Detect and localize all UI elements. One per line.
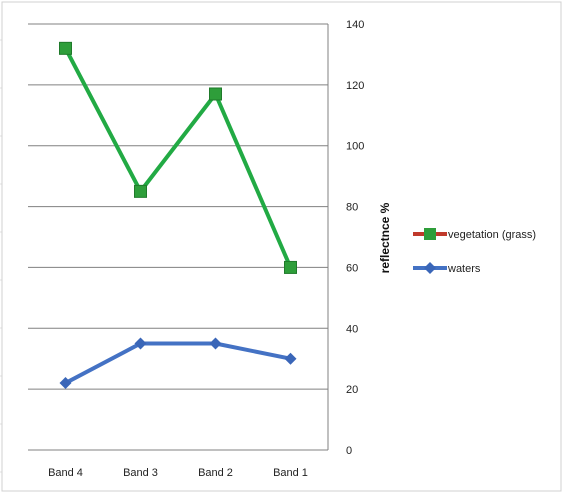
x-category-label: Band 4 (48, 467, 83, 479)
data-point[interactable] (59, 41, 72, 55)
y-tick-label: 120 (346, 80, 364, 92)
data-point[interactable] (284, 260, 297, 274)
legend-label: vegetation (grass) (448, 229, 536, 241)
x-category-label: Band 1 (273, 467, 308, 479)
data-point[interactable] (59, 377, 72, 390)
x-category-label: Band 3 (123, 467, 158, 479)
legend: vegetation (grass) waters (413, 228, 536, 275)
series-markers (59, 41, 297, 390)
data-point[interactable] (209, 337, 222, 350)
legend-marker (424, 262, 436, 274)
data-point[interactable] (134, 184, 147, 198)
data-point[interactable] (284, 352, 297, 365)
y-axis-ticks: 0 20 40 60 80 100 120 140 (346, 19, 364, 457)
data-point[interactable] (134, 337, 147, 350)
y-tick-label: 60 (346, 262, 358, 274)
y-axis-label: reflectnce % (378, 202, 392, 273)
y-tick-label: 140 (346, 19, 364, 31)
x-category-label: Band 2 (198, 467, 233, 479)
legend-marker (424, 228, 436, 240)
series-lines (63, 47, 293, 385)
y-tick-label: 0 (346, 445, 352, 457)
y-tick-label: 80 (346, 202, 358, 214)
legend-label: waters (447, 263, 481, 275)
y-tick-label: 40 (346, 323, 358, 335)
y-tick-label: 100 (346, 141, 364, 153)
x-axis-categories: Band 4 Band 3 Band 2 Band 1 (48, 467, 308, 479)
gridlines (28, 23, 329, 451)
y-tick-label: 20 (346, 384, 358, 396)
series-line-1[interactable] (64, 341, 291, 385)
series-line-0[interactable] (63, 47, 293, 269)
data-point[interactable] (209, 87, 222, 101)
